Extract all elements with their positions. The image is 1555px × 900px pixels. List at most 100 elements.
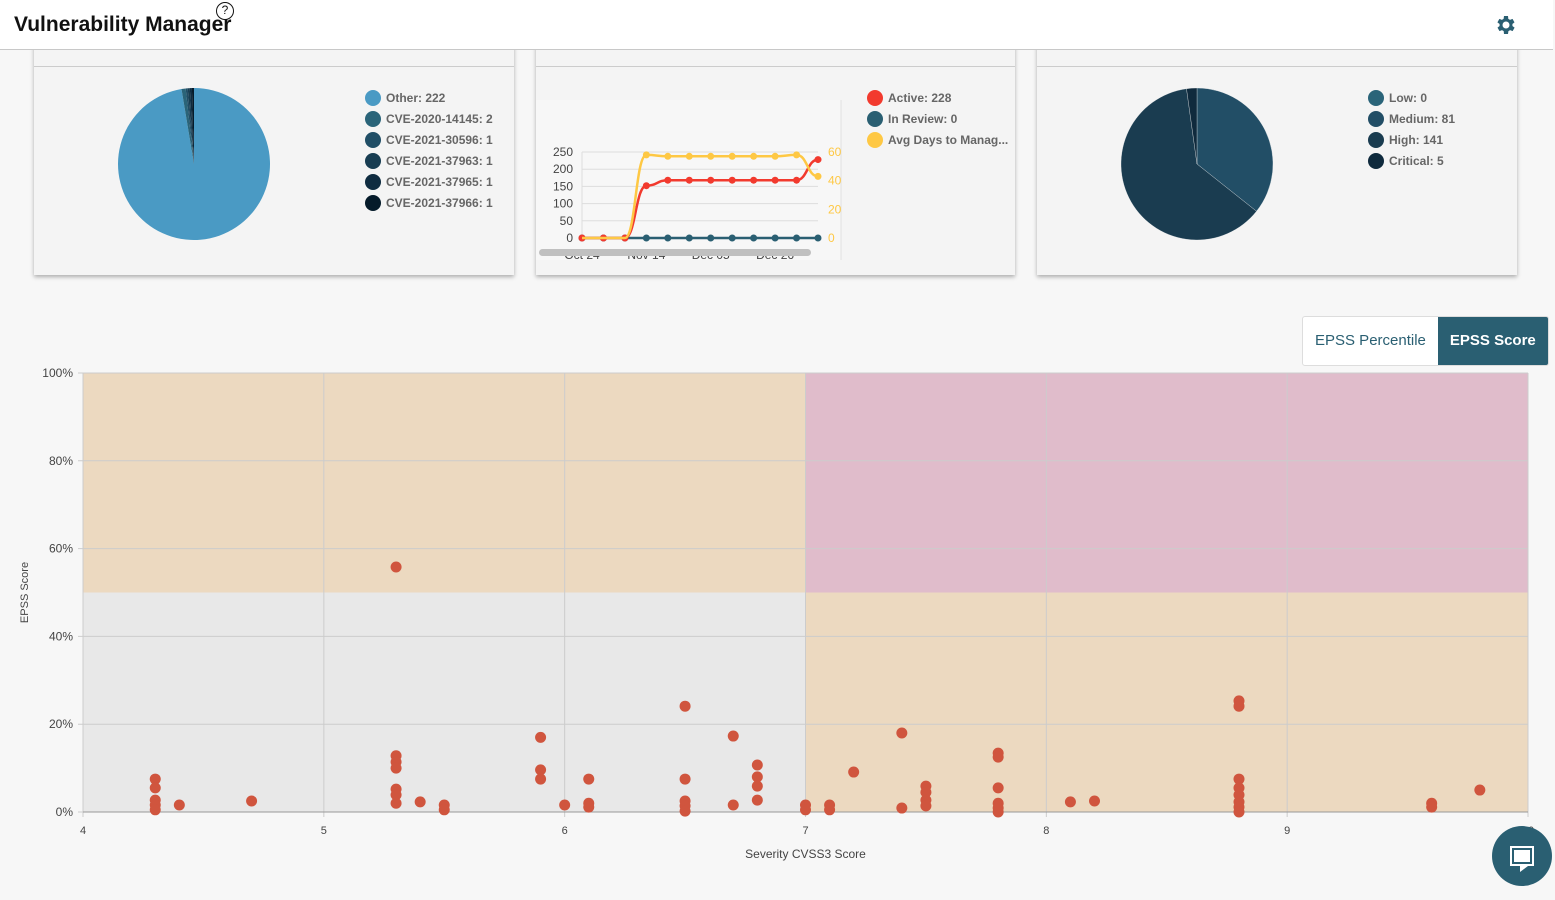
series-point[interactable] bbox=[642, 182, 650, 190]
scatter-point[interactable] bbox=[390, 789, 402, 801]
series-point[interactable] bbox=[707, 152, 715, 160]
series-point[interactable] bbox=[685, 234, 693, 242]
scatter-point[interactable] bbox=[390, 797, 402, 809]
scatter-point[interactable] bbox=[583, 773, 595, 785]
scatter-point[interactable] bbox=[800, 804, 811, 816]
scatter-point[interactable] bbox=[390, 762, 402, 774]
series-point[interactable] bbox=[728, 152, 736, 160]
series-point[interactable] bbox=[750, 176, 758, 184]
series-point[interactable] bbox=[771, 176, 779, 184]
series-point[interactable] bbox=[814, 172, 822, 180]
series-point[interactable] bbox=[685, 152, 693, 160]
legend-item[interactable]: In Review: 0 bbox=[867, 108, 1008, 129]
scatter-point[interactable] bbox=[1474, 784, 1486, 796]
epss-percentile-button[interactable]: EPSS Percentile bbox=[1315, 332, 1426, 349]
series-point[interactable] bbox=[793, 151, 801, 159]
legend-item[interactable]: Medium: 81 bbox=[1368, 108, 1455, 129]
pie-slice[interactable] bbox=[191, 88, 194, 164]
scatter-point[interactable] bbox=[1233, 700, 1245, 712]
epss-score-button[interactable]: EPSS Score bbox=[1437, 317, 1548, 365]
scatter-point[interactable] bbox=[992, 806, 1004, 818]
scatter-point[interactable] bbox=[896, 727, 908, 739]
scatter-point[interactable] bbox=[727, 799, 739, 811]
series-point[interactable] bbox=[664, 152, 672, 160]
scatter-point[interactable] bbox=[920, 800, 932, 812]
scatter-point[interactable] bbox=[149, 773, 161, 785]
series-point[interactable] bbox=[685, 176, 693, 184]
scatter-point[interactable] bbox=[1233, 773, 1245, 785]
scatter-point[interactable] bbox=[149, 804, 161, 816]
scatter-point[interactable] bbox=[920, 786, 932, 798]
chart-scrollbar[interactable] bbox=[539, 249, 811, 256]
series-point[interactable] bbox=[728, 234, 736, 242]
pie-slice[interactable] bbox=[1196, 88, 1273, 212]
series-point[interactable] bbox=[664, 234, 672, 242]
scatter-point[interactable] bbox=[390, 561, 402, 573]
legend-item[interactable]: Active: 228 bbox=[867, 87, 1008, 108]
scatter-point[interactable] bbox=[438, 804, 450, 816]
legend-item[interactable]: CVE-2021-37963: 1 bbox=[365, 150, 493, 171]
legend-item[interactable]: CVE-2021-37965: 1 bbox=[365, 171, 493, 192]
scatter-point[interactable] bbox=[727, 730, 739, 742]
question-circle-icon[interactable]: ? bbox=[216, 2, 234, 20]
pie-slice[interactable] bbox=[1186, 88, 1198, 165]
legend-item[interactable]: CVE-2021-37966: 1 bbox=[365, 192, 493, 213]
scatter-point[interactable] bbox=[1233, 806, 1245, 818]
scatter-point[interactable] bbox=[535, 764, 547, 776]
scatter-point[interactable] bbox=[751, 794, 763, 806]
legend-item[interactable]: Critical: 5 bbox=[1368, 150, 1455, 171]
series-point[interactable] bbox=[642, 234, 650, 242]
scatter-point[interactable] bbox=[824, 804, 836, 816]
legend-dot-icon bbox=[1368, 89, 1384, 106]
series-point[interactable] bbox=[707, 234, 715, 242]
scatter-point[interactable] bbox=[992, 751, 1004, 763]
series-point[interactable] bbox=[793, 234, 801, 242]
scatter-point[interactable] bbox=[1064, 796, 1076, 808]
series-point[interactable] bbox=[771, 152, 779, 160]
series-point[interactable] bbox=[664, 176, 672, 184]
scatter-point[interactable] bbox=[751, 759, 763, 771]
series-point[interactable] bbox=[814, 156, 822, 164]
scatter-point[interactable] bbox=[246, 795, 258, 807]
x-tick: 4 bbox=[80, 825, 86, 837]
scatter-point[interactable] bbox=[583, 801, 595, 813]
scatter-point[interactable] bbox=[751, 780, 763, 792]
series-point[interactable] bbox=[750, 234, 758, 242]
legend-item[interactable]: Low: 0 bbox=[1368, 87, 1455, 108]
pie-slice[interactable] bbox=[189, 88, 194, 164]
scatter-point[interactable] bbox=[1089, 795, 1100, 807]
series-point[interactable] bbox=[707, 176, 715, 184]
scatter-point[interactable] bbox=[149, 782, 161, 794]
scatter-point[interactable] bbox=[679, 700, 691, 712]
series-point[interactable] bbox=[750, 152, 758, 160]
legend-item[interactable]: CVE-2020-14145: 2 bbox=[365, 108, 493, 129]
series-point[interactable] bbox=[814, 234, 822, 242]
scatter-point[interactable] bbox=[535, 773, 547, 785]
series-point[interactable] bbox=[771, 234, 779, 242]
scatter-point[interactable] bbox=[679, 805, 691, 817]
series-point[interactable] bbox=[793, 176, 801, 184]
legend-item[interactable]: High: 141 bbox=[1368, 129, 1455, 150]
scatter-point[interactable] bbox=[848, 766, 860, 778]
legend-item[interactable]: Avg Days to Manag... bbox=[867, 129, 1008, 150]
scatter-point[interactable] bbox=[414, 796, 426, 808]
legend-item[interactable]: CVE-2021-30596: 1 bbox=[365, 129, 493, 150]
chat-button[interactable] bbox=[1492, 826, 1552, 886]
pie-slice[interactable] bbox=[187, 88, 194, 164]
pie-slice[interactable] bbox=[185, 88, 194, 164]
series-point[interactable] bbox=[642, 151, 650, 159]
scatter-point[interactable] bbox=[559, 799, 571, 811]
scatter-point[interactable] bbox=[992, 782, 1004, 794]
scatter-point[interactable] bbox=[751, 771, 763, 783]
scatter-point[interactable] bbox=[896, 802, 908, 814]
scatter-point[interactable] bbox=[173, 799, 185, 811]
scatter-point[interactable] bbox=[679, 773, 691, 785]
pie-slice[interactable] bbox=[118, 88, 270, 240]
gear-icon[interactable] bbox=[1494, 13, 1518, 37]
legend-item[interactable]: Other: 222 bbox=[365, 87, 493, 108]
scatter-point[interactable] bbox=[535, 731, 547, 743]
pie-slice[interactable] bbox=[1121, 88, 1257, 240]
series-point[interactable] bbox=[728, 176, 736, 184]
pie-slice[interactable] bbox=[181, 88, 194, 164]
scatter-point[interactable] bbox=[1426, 801, 1438, 813]
